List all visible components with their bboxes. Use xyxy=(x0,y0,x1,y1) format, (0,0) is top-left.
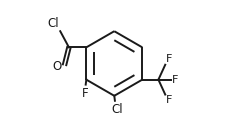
Text: F: F xyxy=(171,75,178,85)
Text: Cl: Cl xyxy=(111,103,123,116)
Text: F: F xyxy=(82,87,88,100)
Text: O: O xyxy=(52,60,61,73)
Text: Cl: Cl xyxy=(47,17,59,30)
Text: F: F xyxy=(166,95,172,105)
Text: F: F xyxy=(166,54,172,64)
